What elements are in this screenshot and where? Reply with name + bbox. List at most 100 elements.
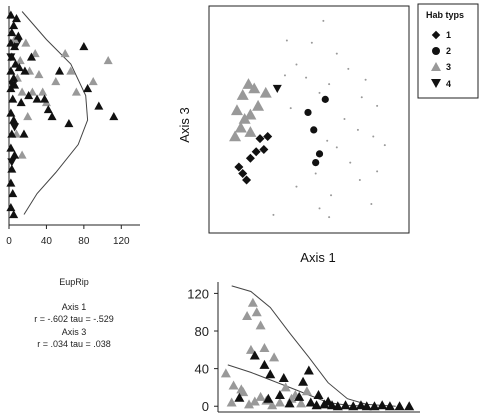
tl-point xyxy=(34,70,44,79)
tr-point xyxy=(318,91,321,94)
br-y-ticks: 0 40 80 120 xyxy=(187,286,218,414)
tl-point xyxy=(10,123,20,132)
diamond-marker-icon xyxy=(431,30,441,40)
br-point xyxy=(323,396,334,406)
br-point xyxy=(384,401,395,411)
tl-point xyxy=(19,129,29,138)
tr-point xyxy=(259,86,272,98)
tl-x-tick-label: 80 xyxy=(78,236,90,247)
stats-axis3-values: r = .034 tau = .038 xyxy=(37,339,111,349)
triangle-marker-icon xyxy=(431,62,441,71)
tr-y-axis-title: Axis 3 xyxy=(177,107,192,142)
tl-point xyxy=(7,52,17,61)
tr-points xyxy=(229,19,386,219)
tl-point xyxy=(23,112,33,121)
tr-point xyxy=(238,113,251,124)
tr-point xyxy=(305,76,308,79)
tr-point xyxy=(283,74,286,77)
stats-axis1-values: r = -.602 tau = -.529 xyxy=(34,314,114,324)
br-point xyxy=(249,350,260,360)
tr-point xyxy=(312,159,320,167)
legend-entry-2: 2 xyxy=(432,46,451,56)
tr-point xyxy=(356,128,359,131)
tr-point xyxy=(295,63,298,66)
legend-label-2: 2 xyxy=(446,46,451,56)
tr-point xyxy=(244,126,257,137)
tl-point xyxy=(83,84,93,93)
tl-point xyxy=(30,49,40,58)
tr-point xyxy=(372,135,375,138)
tr-point xyxy=(234,162,244,172)
tr-point xyxy=(318,207,321,210)
br-point xyxy=(361,401,372,411)
br-point xyxy=(274,397,285,407)
tr-point xyxy=(358,179,361,182)
br-point xyxy=(267,400,278,410)
br-point xyxy=(332,401,343,411)
tl-point xyxy=(79,42,89,51)
br-point xyxy=(369,401,380,411)
tl-point xyxy=(9,115,19,124)
tr-point xyxy=(314,172,317,175)
tr-point xyxy=(321,95,329,103)
tr-point xyxy=(263,131,273,141)
br-y-tick-label: 120 xyxy=(187,286,209,301)
stats-title: EupRip xyxy=(59,277,89,287)
tl-point xyxy=(24,91,34,100)
tl-point xyxy=(64,119,74,128)
tr-point xyxy=(238,169,248,178)
br-point xyxy=(255,320,266,330)
tl-x-tick-label: 120 xyxy=(113,236,130,247)
br-fitted-curve xyxy=(231,285,396,407)
legend-label-1: 1 xyxy=(446,30,451,40)
tl-point xyxy=(26,52,36,61)
circle-marker-icon xyxy=(432,47,440,55)
tr-point xyxy=(335,52,338,55)
tr-point xyxy=(242,78,255,89)
triangle-down-marker-icon xyxy=(431,79,441,88)
br-point xyxy=(251,307,262,317)
br-point xyxy=(247,297,258,307)
tr-point xyxy=(295,185,298,188)
tl-point xyxy=(16,98,26,107)
legend-label-3: 3 xyxy=(446,62,451,72)
br-point xyxy=(303,365,314,375)
legend-title: Hab typs xyxy=(426,10,464,20)
stats-axis3-label: Axis 3 xyxy=(61,326,87,337)
tr-point xyxy=(285,39,288,42)
br-point xyxy=(244,399,255,409)
tl-point xyxy=(13,31,23,40)
tr-point xyxy=(343,118,346,120)
legend-entry-3: 3 xyxy=(431,62,451,72)
tl-point xyxy=(8,189,18,198)
br-point xyxy=(301,386,312,396)
br-point xyxy=(404,401,415,411)
br-point xyxy=(226,397,237,407)
tl-point xyxy=(55,66,65,75)
tr-point xyxy=(383,144,386,147)
legend: Hab typs 1 2 3 4 xyxy=(417,3,479,99)
br-point xyxy=(274,389,285,399)
tr-point xyxy=(376,104,379,107)
tr-point xyxy=(315,150,324,158)
br-point xyxy=(242,310,253,320)
legend-label-4: 4 xyxy=(446,79,451,89)
tr-point xyxy=(330,194,333,197)
br-point xyxy=(340,400,351,410)
tl-point xyxy=(88,77,98,86)
tl-x-tick-label: 0 xyxy=(6,236,12,247)
tr-point xyxy=(328,216,331,219)
legend-box xyxy=(417,3,479,99)
tl-point xyxy=(21,38,31,47)
tl-point xyxy=(8,94,18,103)
br-point xyxy=(311,400,322,410)
tl-point xyxy=(6,38,16,47)
tl-point xyxy=(6,178,16,187)
statistics-block: EupRip Axis 1 r = -.602 tau = -.529 Axis… xyxy=(14,276,134,351)
tr-point xyxy=(251,147,261,157)
tl-fitted-curve xyxy=(21,11,89,215)
br-point xyxy=(234,392,245,402)
tl-point xyxy=(27,87,37,96)
br-y-tick-label: 40 xyxy=(195,362,209,377)
